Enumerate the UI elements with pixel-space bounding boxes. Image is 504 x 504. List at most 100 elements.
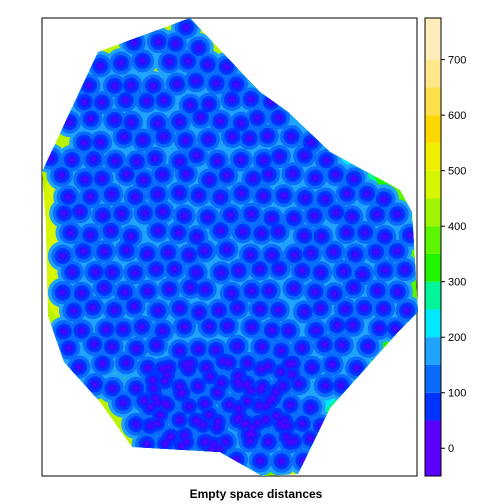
- data-point: [145, 99, 149, 103]
- data-point: [196, 347, 200, 351]
- data-point: [70, 270, 74, 274]
- data-point: [175, 82, 179, 86]
- data-point: [214, 81, 219, 85]
- colorbar-tick-label: 600: [448, 110, 466, 122]
- data-point: [258, 459, 262, 463]
- data-point: [155, 401, 159, 405]
- data-point: [374, 250, 378, 254]
- data-point: [129, 234, 133, 238]
- data-point: [133, 195, 137, 199]
- colorbar-band: [425, 226, 441, 254]
- data-point: [276, 230, 280, 234]
- data-point: [188, 362, 193, 366]
- colorbar-band: [425, 170, 441, 199]
- data-point: [129, 120, 134, 124]
- data-point: [146, 289, 150, 293]
- data-point: [113, 118, 117, 122]
- data-point: [366, 344, 370, 348]
- data-point: [235, 380, 240, 384]
- data-point: [267, 440, 271, 444]
- data-point: [225, 247, 229, 252]
- data-point: [237, 269, 241, 273]
- data-point: [177, 349, 182, 353]
- data-point: [132, 304, 136, 308]
- data-point: [313, 176, 317, 180]
- data-point: [165, 373, 169, 377]
- data-point: [154, 267, 158, 271]
- colorbar-tick-label: 700: [448, 55, 466, 67]
- distance-ring-layer: [42, 19, 418, 470]
- data-point: [206, 62, 210, 67]
- data-point: [280, 459, 284, 463]
- data-point: [245, 399, 249, 403]
- data-point: [287, 329, 291, 333]
- heatmap-window: [42, 18, 418, 476]
- data-point: [312, 214, 317, 218]
- data-point: [334, 211, 338, 215]
- data-point: [303, 196, 307, 200]
- data-point: [67, 346, 71, 350]
- data-point: [112, 308, 116, 312]
- data-point: [129, 83, 133, 88]
- data-point: [301, 459, 306, 463]
- data-point: [255, 116, 259, 120]
- data-point: [196, 419, 200, 423]
- colorbar-tick-label: 0: [448, 443, 454, 455]
- data-point: [377, 326, 381, 330]
- data-point: [281, 384, 285, 388]
- colorbar-band: [425, 392, 441, 421]
- data-point: [134, 422, 138, 426]
- data-point: [343, 307, 347, 311]
- data-point: [248, 253, 253, 257]
- data-point: [258, 267, 262, 271]
- colorbar-tick-label: 100: [448, 388, 466, 400]
- data-point: [102, 250, 107, 254]
- data-point: [256, 421, 260, 425]
- data-point: [277, 154, 281, 159]
- colorbar-band: [425, 18, 441, 60]
- data-point: [119, 61, 123, 65]
- data-point: [396, 290, 400, 294]
- data-point: [339, 383, 343, 388]
- data-point: [335, 323, 339, 327]
- data-point: [153, 396, 157, 400]
- data-point: [219, 228, 223, 233]
- data-point: [194, 419, 198, 423]
- data-point: [270, 216, 274, 220]
- data-point: [182, 214, 186, 218]
- data-point: [260, 385, 264, 389]
- data-point: [102, 286, 106, 290]
- data-point: [134, 346, 138, 351]
- data-point: [91, 305, 95, 310]
- colorbar-band: [425, 59, 441, 88]
- data-point: [210, 447, 214, 451]
- data-point: [303, 153, 307, 158]
- data-point: [93, 382, 97, 387]
- data-point: [217, 447, 221, 451]
- data-point: [165, 403, 169, 407]
- data-point: [143, 211, 147, 215]
- colorbar-band: [425, 87, 441, 116]
- data-point: [383, 268, 387, 272]
- data-point: [219, 271, 223, 275]
- data-point: [87, 84, 91, 88]
- data-point: [113, 159, 117, 163]
- data-point: [267, 289, 271, 293]
- data-point: [78, 210, 82, 214]
- data-point: [186, 59, 190, 63]
- data-point: [110, 345, 114, 349]
- data-point: [201, 423, 205, 427]
- data-point: [365, 192, 369, 196]
- data-point: [145, 442, 149, 446]
- data-point: [249, 388, 253, 393]
- data-point: [235, 344, 239, 348]
- data-point: [266, 364, 270, 368]
- data-point: [376, 289, 380, 293]
- data-point: [104, 327, 108, 331]
- data-point: [245, 361, 249, 365]
- colorbar-tick-label: 300: [448, 277, 466, 289]
- data-point: [92, 157, 96, 161]
- data-point: [383, 235, 387, 239]
- data-point: [342, 269, 346, 273]
- data-point: [110, 386, 115, 390]
